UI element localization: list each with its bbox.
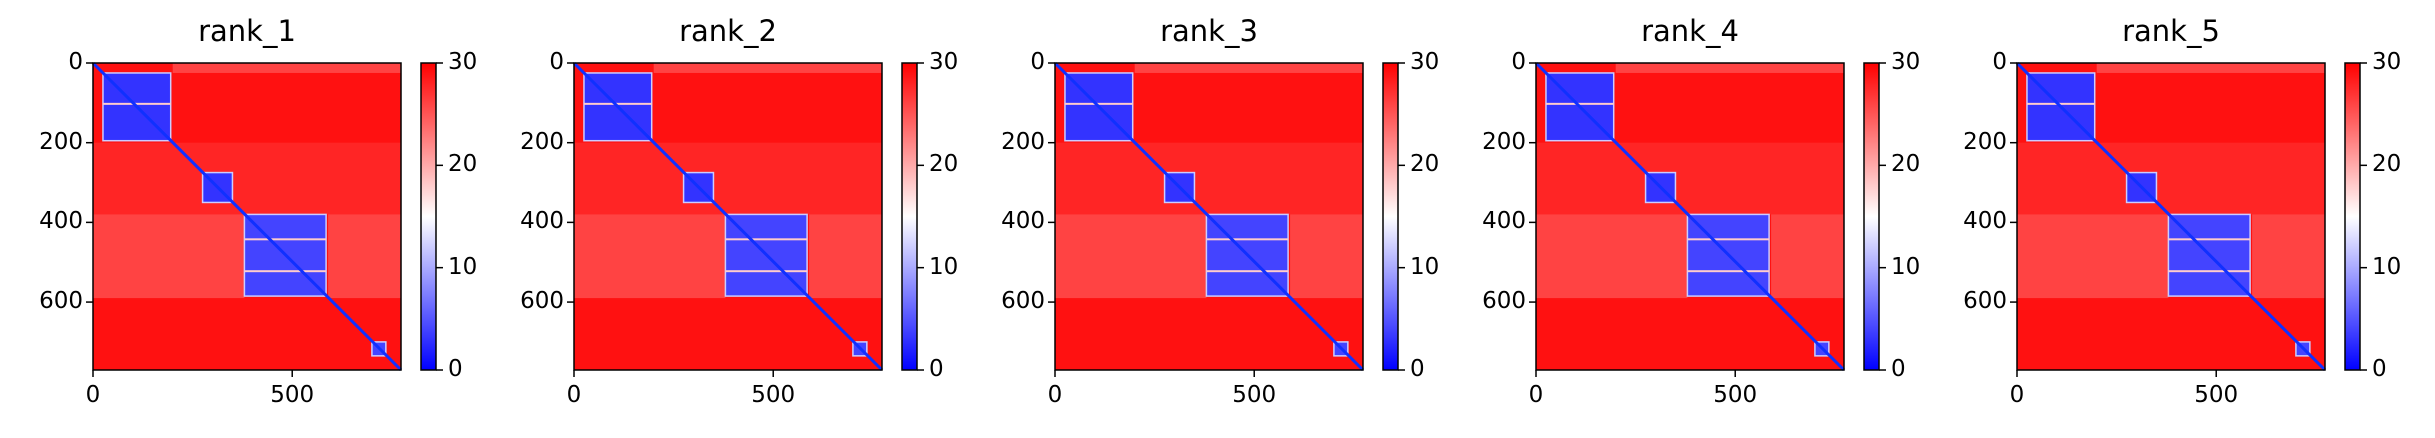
colorbar bbox=[1863, 62, 1880, 371]
y-tick-label: 0 bbox=[1992, 49, 2007, 75]
y-tick-label: 200 bbox=[1963, 128, 2007, 155]
colorbar-tick-label: 10 bbox=[2372, 253, 2402, 280]
x-tick-label: 0 bbox=[566, 382, 582, 408]
colorbar-tick-label: 30 bbox=[1410, 49, 1440, 75]
colorbar-tick-label: 10 bbox=[1891, 253, 1921, 280]
heatmap-plot bbox=[1529, 61, 1886, 377]
x-tick-label: 500 bbox=[270, 382, 315, 408]
x-tick-label: 0 bbox=[1047, 382, 1063, 408]
colorbar-tick-label: 30 bbox=[448, 49, 478, 75]
y-tick-label: 0 bbox=[549, 49, 564, 75]
x-tick-label: 500 bbox=[2194, 382, 2239, 408]
colorbar-tick-label: 10 bbox=[929, 253, 959, 280]
heatmap-plot bbox=[567, 61, 924, 377]
colorbar-tick-label: 10 bbox=[1410, 253, 1440, 280]
colorbar-tick-label: 0 bbox=[2372, 356, 2387, 382]
heatmap-plot bbox=[2010, 61, 2367, 377]
colorbar-tick-label: 20 bbox=[448, 151, 478, 178]
colorbar-tick-label: 20 bbox=[2372, 151, 2402, 178]
colorbar-tick-label: 30 bbox=[1891, 49, 1921, 75]
colorbar-tick-label: 0 bbox=[1410, 356, 1425, 382]
y-tick-label: 200 bbox=[520, 128, 564, 155]
heatmap-panel: rank_1 0 200 400 600 0 500 30 20 10 0 bbox=[0, 0, 481, 438]
heatmap-panel: rank_4 0 200 400 600 0 500 30 20 10 0 bbox=[1443, 0, 1924, 438]
colorbar-tick-label: 30 bbox=[2372, 49, 2402, 75]
panel-title: rank_5 bbox=[2122, 14, 2220, 48]
colorbar-tick-label: 0 bbox=[929, 356, 944, 382]
y-tick-label: 200 bbox=[39, 128, 83, 155]
y-tick-label: 600 bbox=[39, 288, 83, 315]
y-tick-label: 0 bbox=[1511, 49, 1526, 75]
colorbar-tick-label: 20 bbox=[929, 151, 959, 178]
y-tick-label: 600 bbox=[1001, 288, 1045, 315]
x-tick-label: 0 bbox=[1528, 382, 1544, 408]
x-tick-label: 0 bbox=[85, 382, 101, 408]
y-tick-label: 400 bbox=[39, 208, 83, 235]
x-tick-label: 0 bbox=[2009, 382, 2025, 408]
y-tick-label: 400 bbox=[520, 208, 564, 235]
y-tick-label: 400 bbox=[1963, 208, 2007, 235]
y-tick-label: 400 bbox=[1001, 208, 1045, 235]
heatmap-panel: rank_3 0 200 400 600 0 500 30 20 10 0 bbox=[962, 0, 1443, 438]
y-tick-label: 200 bbox=[1001, 128, 1045, 155]
y-tick-label: 400 bbox=[1482, 208, 1526, 235]
colorbar-tick-label: 20 bbox=[1410, 151, 1440, 178]
colorbar bbox=[1382, 62, 1399, 371]
x-tick-label: 500 bbox=[751, 382, 796, 408]
colorbar-tick-label: 0 bbox=[1891, 356, 1906, 382]
panel-title: rank_3 bbox=[1160, 14, 1258, 48]
y-tick-label: 600 bbox=[1482, 288, 1526, 315]
heatmap-panel: rank_2 0 200 400 600 0 500 30 20 10 0 bbox=[481, 0, 962, 438]
colorbar bbox=[420, 62, 437, 371]
y-tick-label: 600 bbox=[520, 288, 564, 315]
panel-title: rank_2 bbox=[679, 14, 777, 48]
panel-title: rank_4 bbox=[1641, 14, 1739, 48]
heatmap-panel: rank_5 0 200 400 600 0 500 30 20 10 0 bbox=[1924, 0, 2405, 438]
colorbar-tick-label: 0 bbox=[448, 356, 463, 382]
x-tick-label: 500 bbox=[1232, 382, 1277, 408]
colorbar bbox=[2344, 62, 2361, 371]
colorbar-tick-label: 20 bbox=[1891, 151, 1921, 178]
y-tick-label: 0 bbox=[1030, 49, 1045, 75]
x-tick-label: 500 bbox=[1713, 382, 1758, 408]
colorbar-tick-label: 30 bbox=[929, 49, 959, 75]
colorbar bbox=[901, 62, 918, 371]
panel-title: rank_1 bbox=[198, 14, 296, 48]
y-tick-label: 600 bbox=[1963, 288, 2007, 315]
y-tick-label: 200 bbox=[1482, 128, 1526, 155]
colorbar-tick-label: 10 bbox=[448, 253, 478, 280]
heatmap-plot bbox=[86, 61, 443, 377]
heatmap-plot bbox=[1048, 61, 1405, 377]
y-tick-label: 0 bbox=[68, 49, 83, 75]
